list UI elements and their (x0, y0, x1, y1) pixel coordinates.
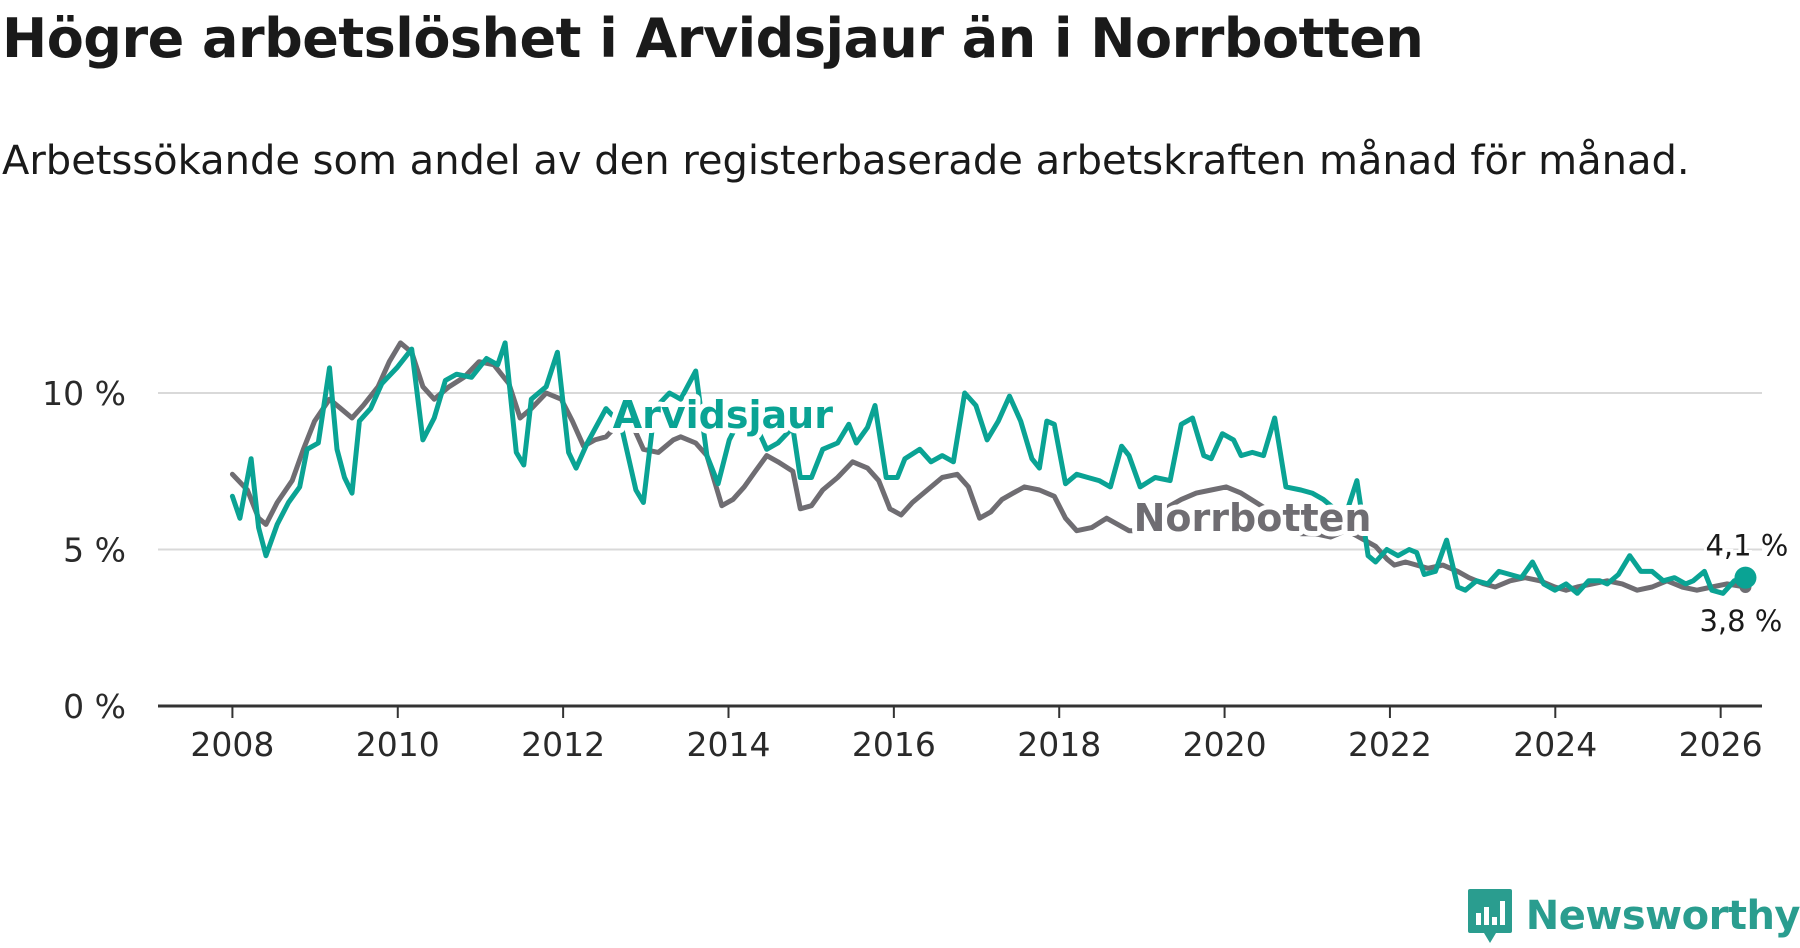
brand-name: Newsworthy (1525, 893, 1800, 939)
y-tick-label: 10 % (42, 374, 126, 413)
end-label-norrbotten: 3,8 % (1699, 604, 1782, 638)
series-line-arvidsjaur (229, 340, 1748, 596)
y-tick-label: 0 % (63, 687, 126, 726)
x-tick-label: 2018 (1017, 725, 1101, 764)
series-label-arvidsjaur: Arvidsjaur (613, 393, 833, 437)
x-tick-label: 2020 (1183, 725, 1267, 764)
end-marker-arvidsjaur (1734, 566, 1757, 589)
x-tick-label: 2008 (190, 725, 274, 764)
y-tick-labels: 0 % 5 % 10 % (42, 374, 126, 726)
chart-title: Högre arbetslöshet i Arvidsjaur än i Nor… (2, 7, 1424, 70)
x-tick-label: 2026 (1679, 725, 1763, 764)
end-label-arvidsjaur: 4,1 % (1705, 529, 1788, 563)
x-tick-label: 2012 (521, 725, 605, 764)
series-line-norrbotten (229, 340, 1748, 593)
x-tick-label: 2010 (356, 725, 440, 764)
x-tick-label: 2022 (1348, 725, 1432, 764)
x-tick-label: 2014 (687, 725, 771, 764)
bar-chart-icon (1467, 889, 1512, 943)
series-lines (229, 340, 1748, 596)
series-labels: Arvidsjaur Norrbotten (608, 388, 1377, 545)
chart-subtitle: Arbetssökande som andel av den registerb… (2, 138, 1690, 184)
end-markers: 4,1 % 3,8 % (1696, 526, 1791, 641)
series-label-norrbotten: Norrbotten (1134, 496, 1372, 540)
newsworthy-logo: Newsworthy (1466, 884, 1800, 948)
x-axis: 2008 2010 2012 2014 2016 2018 2020 2022 2024 2026 (158, 704, 1763, 764)
x-tick-label: 2016 (852, 725, 936, 764)
x-tick-label: 2024 (1513, 725, 1597, 764)
y-tick-label: 5 % (63, 530, 126, 569)
